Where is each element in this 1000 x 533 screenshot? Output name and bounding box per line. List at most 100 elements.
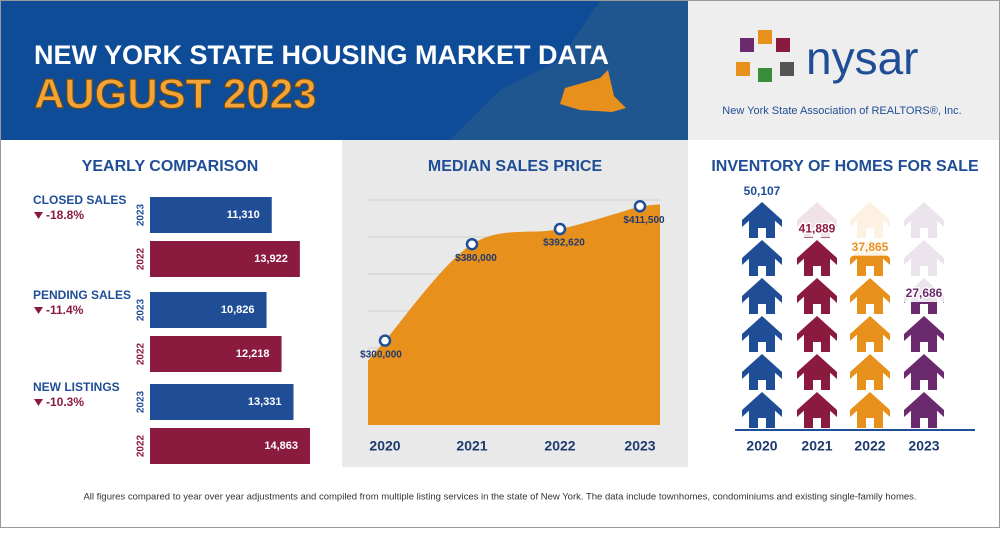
house-roof bbox=[797, 392, 837, 417]
value-label: $300,000 bbox=[360, 349, 402, 360]
house-body bbox=[804, 237, 830, 238]
house-body bbox=[804, 322, 830, 352]
point bbox=[465, 237, 479, 251]
bar bbox=[150, 241, 300, 277]
house-column bbox=[904, 302, 944, 428]
house-roof bbox=[904, 316, 944, 341]
bar bbox=[150, 292, 267, 328]
house-roof bbox=[797, 240, 837, 265]
house-body bbox=[749, 208, 775, 238]
house-body bbox=[857, 284, 883, 314]
house-roof bbox=[850, 392, 890, 417]
house-roof bbox=[797, 316, 837, 341]
logo-name: nysar bbox=[806, 32, 918, 84]
house-body bbox=[804, 398, 830, 428]
house-body bbox=[804, 284, 830, 314]
value-label: 13,331 bbox=[248, 396, 282, 408]
house-roof bbox=[850, 316, 890, 341]
point bbox=[378, 334, 392, 347]
house-column bbox=[850, 255, 890, 428]
value-label: 37,865 bbox=[852, 240, 889, 254]
house-body bbox=[749, 322, 775, 352]
house-body bbox=[749, 360, 775, 390]
house-body bbox=[749, 398, 775, 428]
house-roof bbox=[904, 278, 944, 303]
value-label: 13,922 bbox=[254, 253, 288, 265]
header-title: NEW YORK STATE HOUSING MARKET DATA bbox=[34, 40, 609, 70]
house-roof bbox=[850, 354, 890, 379]
map-shape bbox=[450, 1, 688, 140]
house-roof bbox=[742, 316, 782, 341]
value-label: 10,826 bbox=[221, 304, 255, 316]
point bbox=[553, 222, 567, 236]
chart-title: INVENTORY OF HOMES FOR SALE bbox=[711, 158, 979, 175]
value-label: 12,218 bbox=[236, 348, 270, 360]
house-body bbox=[804, 246, 830, 276]
house-roof bbox=[797, 202, 837, 227]
change-label: -18.8% bbox=[46, 208, 84, 222]
ny-state-icon bbox=[560, 70, 626, 112]
house-body bbox=[857, 208, 883, 238]
value-label: 41,889 bbox=[799, 222, 836, 236]
house-roof bbox=[742, 240, 782, 265]
bar bbox=[150, 384, 294, 420]
value-label: $392,620 bbox=[543, 238, 585, 249]
x-tick-label: 2022 bbox=[854, 438, 885, 454]
x-tick-label: 2022 bbox=[544, 438, 575, 454]
logo-icon bbox=[736, 30, 794, 82]
change-label: -10.3% bbox=[46, 395, 84, 409]
down-triangle bbox=[34, 307, 43, 314]
house-body bbox=[804, 360, 830, 390]
value-label: 27,686 bbox=[906, 286, 943, 300]
change-label: -11.4% bbox=[46, 303, 84, 317]
house-roof bbox=[797, 354, 837, 379]
house-roof bbox=[850, 278, 890, 303]
series-label: 2022 bbox=[136, 434, 147, 457]
house-roof bbox=[742, 354, 782, 379]
series-label: 2023 bbox=[136, 298, 147, 321]
series-label: 2023 bbox=[136, 203, 147, 226]
house-body bbox=[857, 322, 883, 352]
x-tick-label: 2021 bbox=[456, 438, 487, 454]
value-label: $411,500 bbox=[623, 215, 665, 226]
house-body bbox=[857, 360, 883, 390]
point bbox=[633, 200, 647, 213]
house-column bbox=[742, 202, 782, 428]
group-label: PENDING SALES bbox=[33, 288, 131, 302]
series-label: 2023 bbox=[136, 390, 147, 413]
value-label: 11,310 bbox=[227, 209, 260, 221]
house-body bbox=[911, 398, 937, 428]
group-label: NEW LISTINGS bbox=[33, 380, 120, 394]
group-label: CLOSED SALES bbox=[33, 193, 126, 207]
area bbox=[368, 204, 660, 425]
house-roof bbox=[742, 278, 782, 303]
house-roof bbox=[850, 255, 890, 265]
house-body bbox=[749, 246, 775, 276]
house-roof bbox=[904, 392, 944, 417]
x-tick-label: 2020 bbox=[746, 438, 777, 454]
bar bbox=[150, 336, 282, 372]
value-label: 14,863 bbox=[264, 440, 298, 452]
series-label: 2022 bbox=[136, 342, 147, 365]
house-body bbox=[911, 208, 937, 238]
house-roof bbox=[904, 240, 944, 265]
house-body bbox=[857, 255, 883, 276]
house-body bbox=[911, 246, 937, 276]
house-body bbox=[911, 302, 937, 314]
house-roof bbox=[904, 202, 944, 227]
house-body bbox=[857, 398, 883, 428]
house-body bbox=[804, 208, 830, 238]
house-roof bbox=[742, 202, 782, 227]
down-triangle bbox=[34, 399, 43, 406]
header-subtitle: AUGUST 2023 bbox=[34, 70, 316, 117]
house-roof bbox=[850, 240, 890, 265]
bar bbox=[150, 428, 310, 464]
house-body bbox=[911, 322, 937, 352]
x-tick-label: 2021 bbox=[801, 438, 832, 454]
value-label: $380,000 bbox=[455, 253, 497, 264]
house-roof bbox=[742, 392, 782, 417]
bar bbox=[150, 197, 272, 233]
chart-title: YEARLY COMPARISON bbox=[82, 158, 259, 175]
footer-note: All figures compared to year over year a… bbox=[83, 492, 916, 503]
